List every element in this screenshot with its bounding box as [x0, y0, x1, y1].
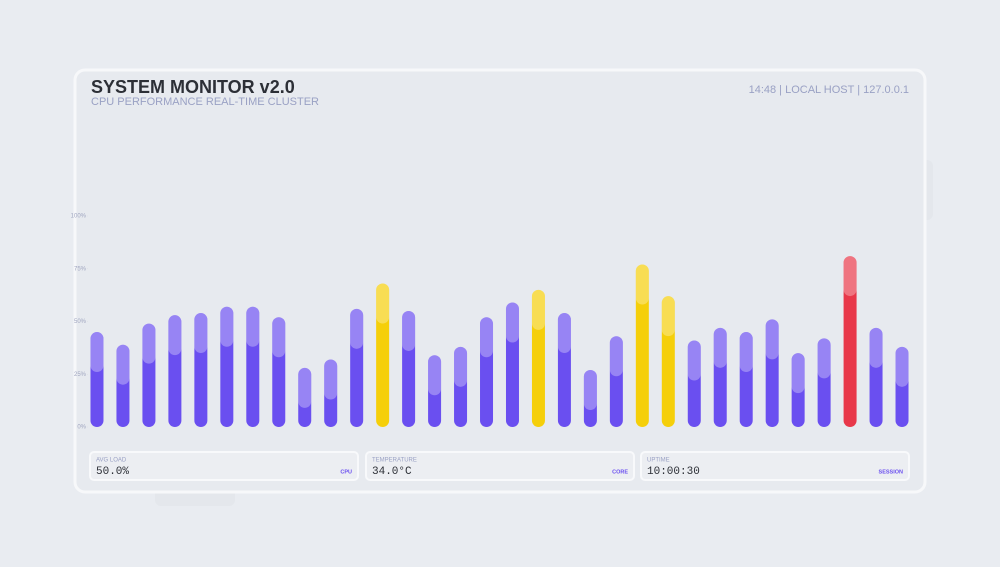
y-tick-label: 0% — [77, 425, 86, 431]
bar — [454, 346, 468, 427]
bar-highlight — [687, 340, 701, 381]
bar — [791, 353, 805, 427]
stat-card — [89, 451, 359, 481]
bar-highlight — [454, 346, 468, 387]
bar — [895, 346, 909, 427]
bar — [324, 359, 338, 427]
bar-highlight — [739, 332, 753, 373]
stat-label: AVG LOAD — [96, 458, 127, 464]
bar-highlight — [402, 310, 416, 351]
bar — [142, 323, 156, 427]
y-tick-label: 100% — [71, 214, 87, 220]
stat-tag: CORE — [612, 469, 628, 475]
bar — [246, 306, 260, 427]
stat-card — [640, 451, 910, 481]
bar-highlight — [583, 370, 597, 411]
y-tick-label: 75% — [74, 266, 87, 272]
bar — [402, 310, 416, 427]
stat-label: UPTIME — [647, 458, 670, 464]
bar — [765, 319, 779, 427]
stat-value: 34.0°C — [372, 466, 412, 478]
stat-cards: AVG LOAD 50.0% CPU TEMPERATURE 34.0°C CORE UPT… — [89, 451, 910, 481]
title: SYSTEM MONITOR v2.0 — [91, 77, 295, 97]
bar — [376, 283, 390, 427]
bar-highlight — [246, 306, 260, 347]
bar-highlight — [557, 313, 571, 354]
bar — [687, 340, 701, 427]
stat-tag: SESSION — [879, 469, 903, 475]
bar-highlight — [376, 283, 390, 324]
bar — [635, 264, 649, 427]
subtitle: CPU PERFORMANCE REAL-TIME CLUSTER — [91, 96, 319, 108]
bar-highlight — [531, 289, 545, 330]
bar-highlight — [635, 264, 649, 305]
bar-highlight — [791, 353, 805, 394]
bar-highlight — [765, 319, 779, 360]
stat-card — [365, 451, 635, 481]
bar-highlight — [168, 315, 182, 356]
bar-highlight — [713, 327, 727, 368]
bar — [661, 296, 675, 427]
bar-highlight — [194, 313, 208, 354]
bar — [583, 370, 597, 427]
bar-highlight — [609, 336, 623, 377]
bar-highlight — [505, 302, 519, 343]
bar — [713, 327, 727, 427]
stat-value: 50.0% — [96, 466, 129, 478]
bar — [843, 256, 857, 427]
bar-highlight — [298, 367, 312, 408]
bar — [739, 332, 753, 427]
bar — [480, 317, 494, 427]
bar — [272, 317, 286, 427]
bar-highlight — [843, 256, 857, 297]
stat-tag: CPU — [340, 469, 352, 475]
bar-highlight — [480, 317, 494, 358]
bar-highlight — [90, 332, 104, 373]
bar-highlight — [142, 323, 156, 364]
bar-highlight — [817, 338, 831, 379]
y-tick-label: 25% — [74, 372, 87, 378]
bar — [350, 308, 364, 427]
bar-highlight — [116, 344, 130, 385]
bar — [428, 355, 442, 427]
bar — [298, 367, 312, 427]
bar — [116, 344, 130, 427]
bar-highlight — [869, 327, 883, 368]
panel — [73, 68, 927, 494]
bar — [869, 327, 883, 427]
bar-highlight — [428, 355, 442, 396]
bar-highlight — [895, 346, 909, 387]
bar — [90, 332, 104, 427]
y-tick-label: 50% — [74, 319, 87, 325]
bar — [609, 336, 623, 427]
bar — [194, 313, 208, 427]
bar — [531, 289, 545, 427]
stat-label: TEMPERATURE — [372, 458, 417, 464]
stat-value: 10:00:30 — [647, 466, 700, 478]
bar — [168, 315, 182, 427]
bar-highlight — [220, 306, 234, 347]
status: 14:48 | LOCAL HOST | 127.0.0.1 — [749, 84, 909, 96]
bar-highlight — [661, 296, 675, 337]
bar-highlight — [272, 317, 286, 358]
bar — [817, 338, 831, 427]
bar-highlight — [324, 359, 338, 400]
bar — [505, 302, 519, 427]
bar-highlight — [350, 308, 364, 349]
bar — [220, 306, 234, 427]
bar — [557, 313, 571, 427]
